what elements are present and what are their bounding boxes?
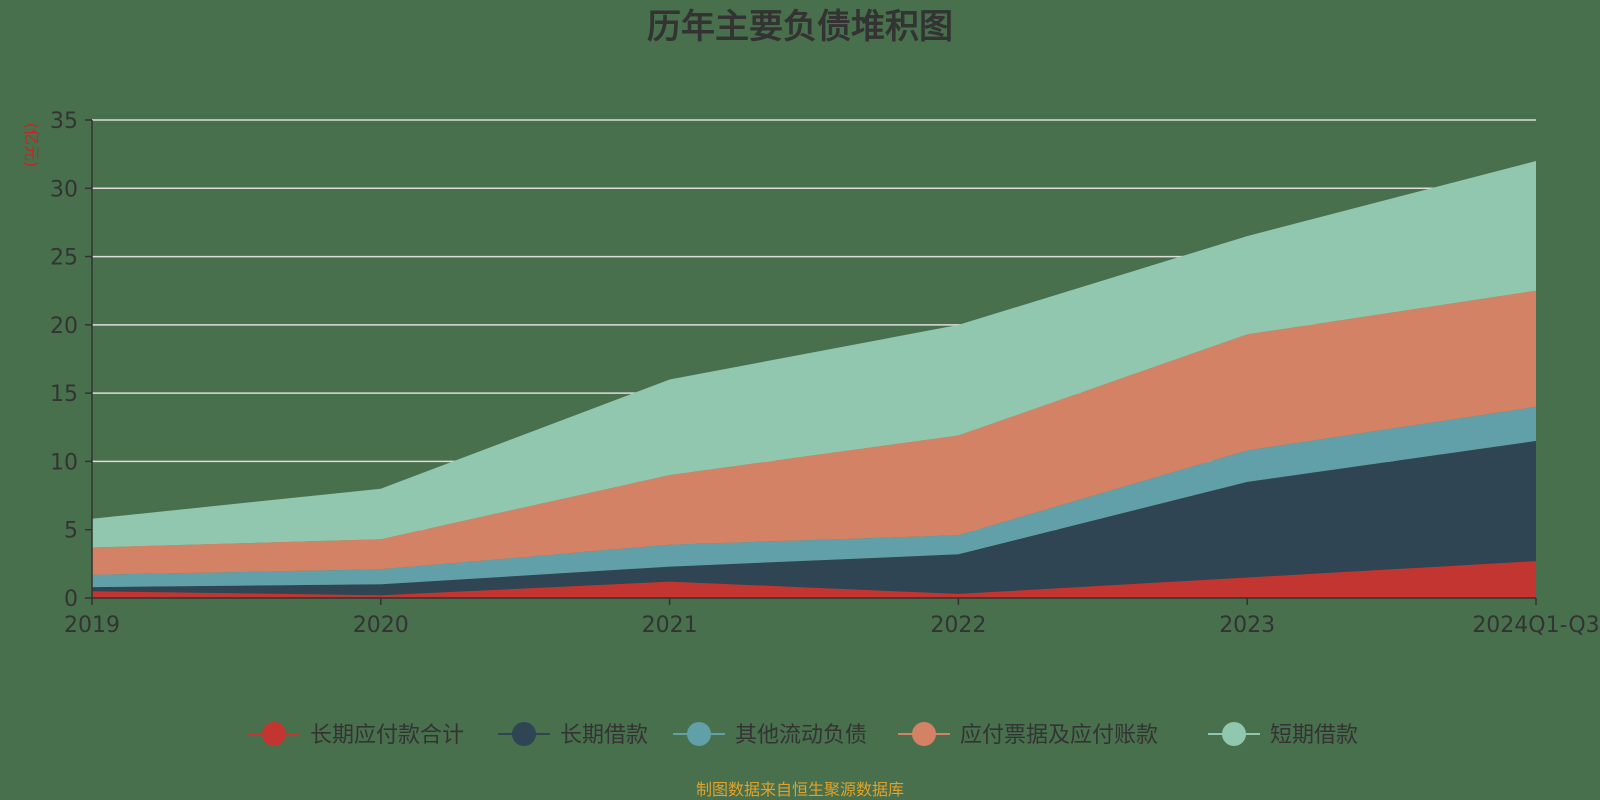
y-tick-label: 10: [50, 450, 78, 475]
x-tick-label: 2022: [930, 613, 986, 638]
y-tick-label: 25: [50, 246, 78, 271]
area-series-5: [92, 161, 1536, 548]
y-tick-label: 35: [50, 109, 78, 134]
legend-label: 其他流动负债: [735, 723, 867, 748]
area-series-3: [92, 406, 1536, 588]
y-tick-label: 5: [64, 519, 78, 544]
area-series-1: [92, 561, 1536, 598]
x-tick-label: 2019: [64, 613, 120, 638]
legend-label: 长期借款: [560, 723, 648, 748]
area-layer: [92, 161, 1536, 598]
chart-title: 历年主要负债堆积图: [647, 7, 953, 47]
x-tick-label: 2020: [353, 613, 409, 638]
legend-item: 长期借款: [498, 722, 648, 748]
y-tick-label: 15: [50, 382, 78, 407]
legend-label: 短期借款: [1270, 723, 1358, 748]
y-tick-label: 30: [50, 177, 78, 202]
legend-label: 应付票据及应付账款: [960, 723, 1158, 748]
legend-item: 应付票据及应付账款: [898, 722, 1158, 748]
legend-marker: [687, 722, 711, 746]
x-tick-label: 2021: [642, 613, 698, 638]
y-axis-unit-label: (亿元): [22, 123, 41, 168]
x-tick-label: 2024Q1-Q3: [1472, 613, 1599, 638]
legend-label: 长期应付款合计: [310, 723, 464, 748]
y-tick-label: 0: [64, 587, 78, 612]
legend: 长期应付款合计 长期借款 其他流动负债 应付票据及应付账款 短期借款: [248, 722, 1358, 748]
y-tick-label: 20: [50, 314, 78, 339]
axis-layer: 0 5 10 15 20 25 30 35 2019 2020 2021 2022 2023 2024Q1…: [50, 109, 1600, 638]
legend-marker: [1222, 722, 1246, 746]
source-note: 制图数据来自恒生聚源数据库: [696, 780, 904, 799]
legend-item: 其他流动负债: [673, 722, 867, 748]
area-series-4: [92, 290, 1536, 575]
legend-marker: [512, 722, 536, 746]
legend-item: 短期借款: [1208, 722, 1358, 748]
legend-marker: [262, 722, 286, 746]
legend-item: 长期应付款合计: [248, 722, 464, 748]
legend-marker: [912, 722, 936, 746]
area-series-2: [92, 440, 1536, 596]
x-tick-label: 2023: [1219, 613, 1275, 638]
